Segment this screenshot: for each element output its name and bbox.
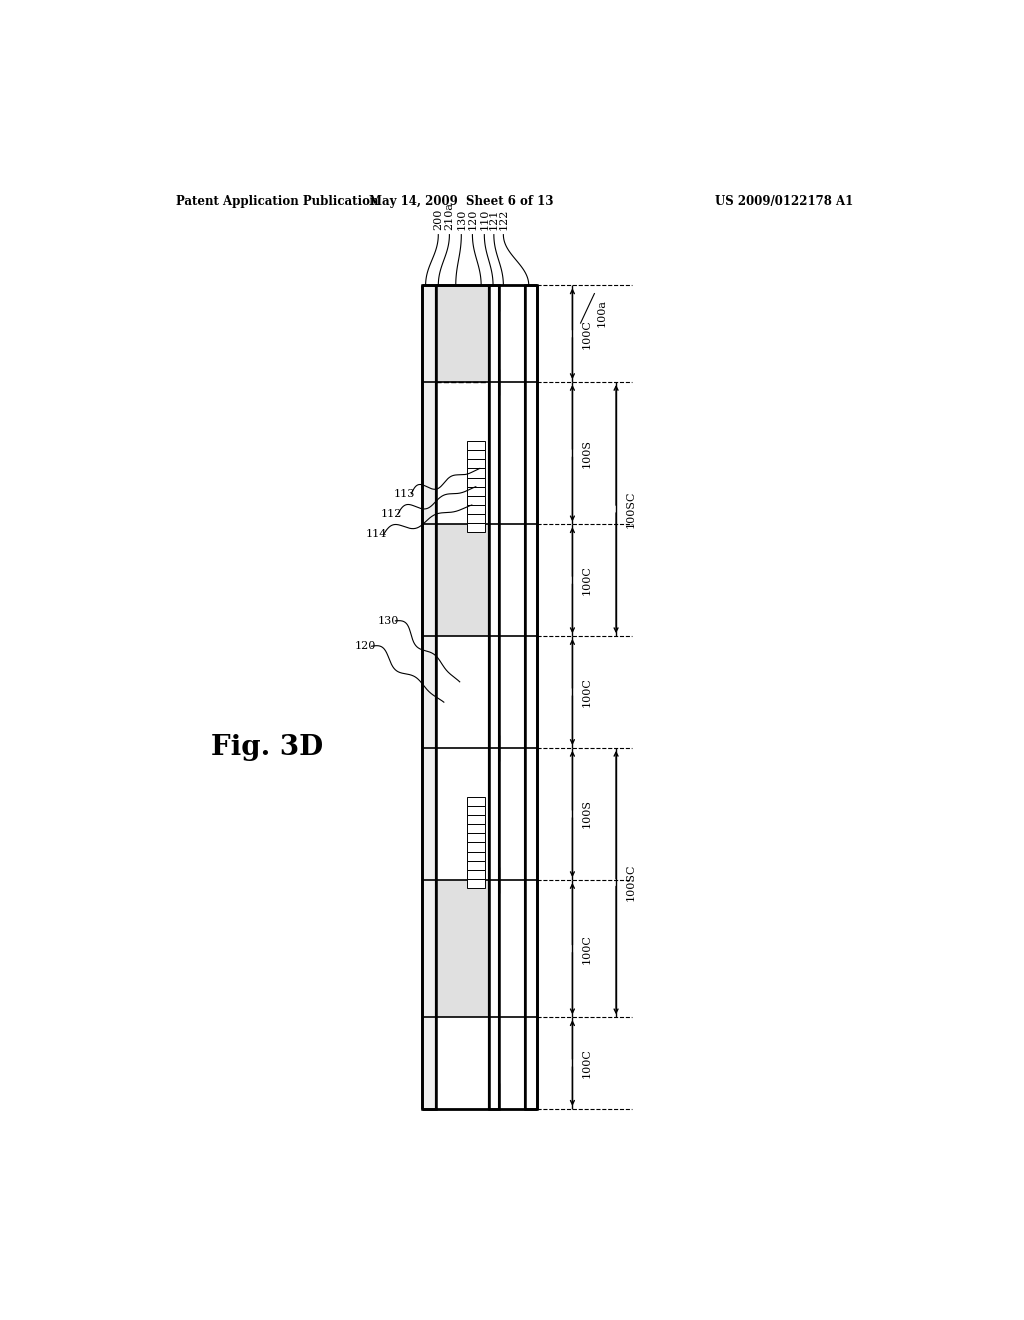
Text: 100C: 100C [582, 319, 592, 348]
Text: 120: 120 [467, 209, 477, 230]
Bar [467, 814, 485, 824]
Text: Fig. 3D: Fig. 3D [211, 734, 323, 762]
Text: 130: 130 [457, 209, 466, 230]
Bar [467, 441, 485, 450]
Bar [467, 805, 485, 814]
Bar [467, 496, 485, 506]
Text: 110: 110 [479, 209, 489, 230]
Bar [467, 797, 485, 805]
Bar [467, 469, 485, 478]
Bar [422, 285, 436, 1109]
Text: 122: 122 [499, 209, 508, 230]
Bar [467, 833, 485, 842]
Text: 100C: 100C [582, 1048, 592, 1078]
Bar [467, 487, 485, 496]
Text: 120: 120 [354, 642, 376, 651]
Text: May 14, 2009  Sheet 6 of 13: May 14, 2009 Sheet 6 of 13 [369, 195, 554, 209]
Text: 100a: 100a [596, 300, 606, 327]
Bar [436, 1018, 489, 1109]
Bar [436, 285, 489, 381]
Text: 112: 112 [380, 510, 401, 519]
Bar [524, 285, 537, 1109]
Bar [436, 381, 489, 524]
Text: 200: 200 [433, 209, 443, 230]
Bar [467, 478, 485, 487]
Text: 100SC: 100SC [626, 863, 636, 902]
Bar [467, 515, 485, 523]
Text: 100S: 100S [582, 800, 592, 829]
Text: Patent Application Publication: Patent Application Publication [176, 195, 378, 209]
Bar [436, 524, 489, 636]
Bar [467, 851, 485, 861]
Bar [489, 285, 500, 1109]
Bar [467, 870, 485, 879]
Text: 130: 130 [378, 616, 399, 626]
Bar [467, 861, 485, 870]
Bar [467, 506, 485, 515]
Bar [436, 636, 489, 748]
Text: 100SC: 100SC [626, 490, 636, 528]
Bar [436, 748, 489, 880]
Text: US 2009/0122178 A1: US 2009/0122178 A1 [715, 195, 854, 209]
Text: 100C: 100C [582, 677, 592, 708]
Text: 114: 114 [367, 529, 387, 540]
Text: 210a: 210a [444, 202, 455, 230]
Text: 100C: 100C [582, 933, 592, 964]
Bar [467, 842, 485, 851]
Bar [467, 879, 485, 888]
Bar [467, 824, 485, 833]
Text: 113: 113 [394, 488, 415, 499]
Bar [467, 523, 485, 532]
Text: 100C: 100C [582, 565, 592, 595]
Bar [467, 459, 485, 469]
Bar [436, 880, 489, 1018]
Bar [467, 450, 485, 459]
Text: 121: 121 [488, 209, 499, 230]
Text: 100S: 100S [582, 438, 592, 467]
